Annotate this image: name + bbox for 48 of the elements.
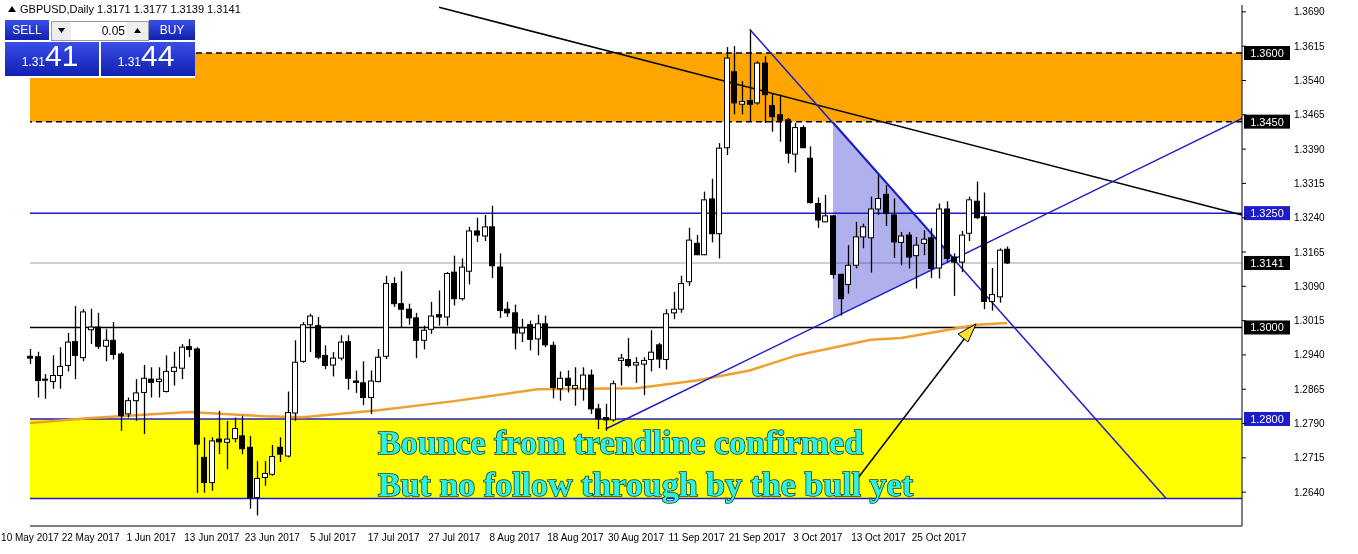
y-tick-label: 1.2865 [1294, 383, 1326, 395]
x-tick-label: 17 Jul 2017 [367, 532, 420, 544]
y-tick-label: 1.3540 [1294, 75, 1326, 87]
price-box: 1.3144 [101, 42, 195, 76]
x-tick-label: 11 Sep 2017 [668, 532, 726, 544]
ref-line-label: 1.3450 [1250, 115, 1284, 128]
y-tick-label: 1.3165 [1294, 246, 1326, 258]
annotation: 1.3141 [21, 39, 79, 72]
y-tick-label: 1.3015 [1294, 315, 1326, 327]
y-tick-label: 1.2940 [1294, 349, 1326, 361]
y-tick-label: 1.3465 [1294, 109, 1326, 121]
buy-button: BUY [149, 20, 195, 40]
ref-line-label: 1.3000 [1250, 321, 1284, 334]
y-tick-label: 1.3090 [1294, 280, 1326, 292]
x-tick-label: 18 Aug 2017 [547, 532, 604, 544]
x-tick-label: 1 Jun 2017 [126, 532, 177, 544]
x-tick-label: 30 Aug 2017 [607, 532, 665, 544]
annotation: 0.05 [71, 22, 127, 40]
y-tick-label: 1.3615 [1294, 40, 1326, 52]
y-tick-label: 1.3690 [1294, 6, 1326, 18]
y-tick-label: 1.3315 [1294, 177, 1326, 189]
y-tick-label: 1.2640 [1294, 486, 1326, 498]
price-box: 1.3141 [5, 42, 99, 76]
y-tick-label: 1.2715 [1294, 452, 1326, 464]
x-tick-label: 13 Oct 2017 [851, 532, 907, 544]
ref-line-label: 1.3141 [1250, 256, 1284, 269]
x-tick-label: 5 Jul 2017 [309, 532, 357, 544]
y-tick-label: 1.3240 [1294, 212, 1326, 224]
ref-line-label: 1.2800 [1250, 412, 1284, 425]
annotation: But no follow through by the bull yet [378, 466, 914, 503]
x-tick-label: 25 Oct 2017 [911, 532, 967, 544]
y-tick-label: 1.2790 [1294, 418, 1326, 430]
chart-title: GBPUSD,Daily 1.3171 1.3177 1.3139 1.3141 [20, 3, 241, 15]
x-tick-label: 23 Jun 2017 [244, 532, 301, 544]
x-tick-label: 10 May 2017 [1, 532, 60, 544]
x-tick-label: 3 Oct 2017 [793, 532, 843, 544]
x-tick-label: 21 Sep 2017 [728, 532, 786, 544]
sell-button: SELL [5, 20, 49, 40]
x-tick-label: 22 May 2017 [61, 532, 120, 544]
x-tick-label: 27 Jul 2017 [428, 532, 481, 544]
x-tick-label: 8 Aug 2017 [489, 532, 541, 544]
ref-line-label: 1.3600 [1250, 47, 1284, 60]
annotation: Bounce from trendline confirmed [378, 424, 864, 461]
annotation: 1.3144 [117, 39, 175, 72]
ref-line-label: 1.3250 [1250, 207, 1284, 220]
number-field: 0.05 [51, 21, 149, 41]
x-tick-label: 13 Jun 2017 [184, 532, 240, 544]
y-tick-label: 1.3390 [1294, 143, 1326, 155]
